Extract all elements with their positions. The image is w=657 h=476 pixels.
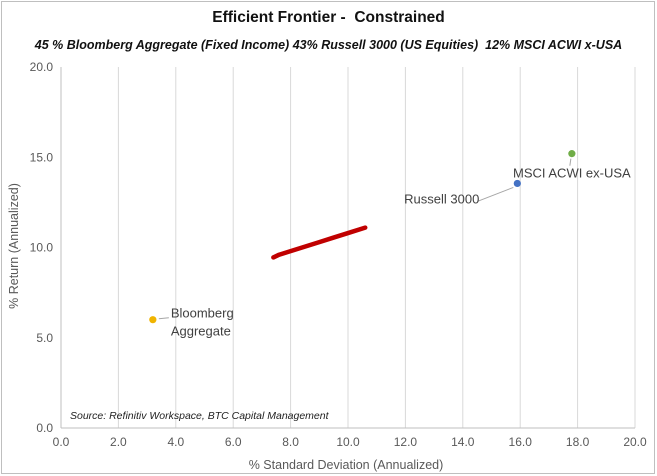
point-label: Aggregate <box>171 324 231 339</box>
x-tick-label: 12.0 <box>394 435 418 449</box>
x-tick-label: 14.0 <box>451 435 475 449</box>
x-tick-label: 0.0 <box>53 435 70 449</box>
chart-subtitle: 45 % Bloomberg Aggregate (Fixed Income) … <box>34 38 623 52</box>
data-point <box>568 150 576 158</box>
frontier-line <box>271 225 368 260</box>
data-point <box>513 179 521 188</box>
x-tick-label: 8.0 <box>282 435 299 449</box>
source-note: Source: Refinitiv Workspace, BTC Capital… <box>70 410 330 422</box>
x-tick-label: 18.0 <box>566 435 590 449</box>
y-axis-title: % Return (Annualized) <box>7 183 21 309</box>
x-tick-label: 10.0 <box>336 435 360 449</box>
y-tick-label: 5.0 <box>36 331 53 345</box>
axis-layer: 0.0 2.0 4.0 6.0 8.0 10.0 12.0 14.0 16.0 18.0 20.0 0… <box>30 60 647 449</box>
y-tick-label: 0.0 <box>36 421 53 435</box>
point-label: MSCI ACWI ex-USA <box>513 166 631 181</box>
x-tick-label: 20.0 <box>623 435 647 449</box>
annotation-layer: Bloomberg Aggregate Russell 3000 MSCI ACWI … <box>149 150 631 339</box>
x-tick-label: 16.0 <box>509 435 533 449</box>
x-tick-label: 2.0 <box>110 435 127 449</box>
data-point <box>149 316 157 324</box>
point-label: Russell 3000 <box>404 191 479 206</box>
y-tick-label: 10.0 <box>30 241 54 255</box>
point-label: Bloomberg <box>171 306 234 321</box>
leader-line <box>569 158 572 166</box>
y-tick-label: 15.0 <box>30 150 54 164</box>
series-layer <box>271 225 368 260</box>
grid-layer <box>60 67 636 428</box>
x-axis-title: % Standard Deviation (Annualized) <box>249 458 444 472</box>
y-tick-label: 20.0 <box>30 60 54 74</box>
chart-title: Efficient Frontier - Constrained <box>212 9 445 26</box>
leader-line <box>477 186 514 202</box>
x-tick-label: 4.0 <box>167 435 184 449</box>
leader-line <box>158 317 169 320</box>
x-tick-label: 6.0 <box>225 435 242 449</box>
